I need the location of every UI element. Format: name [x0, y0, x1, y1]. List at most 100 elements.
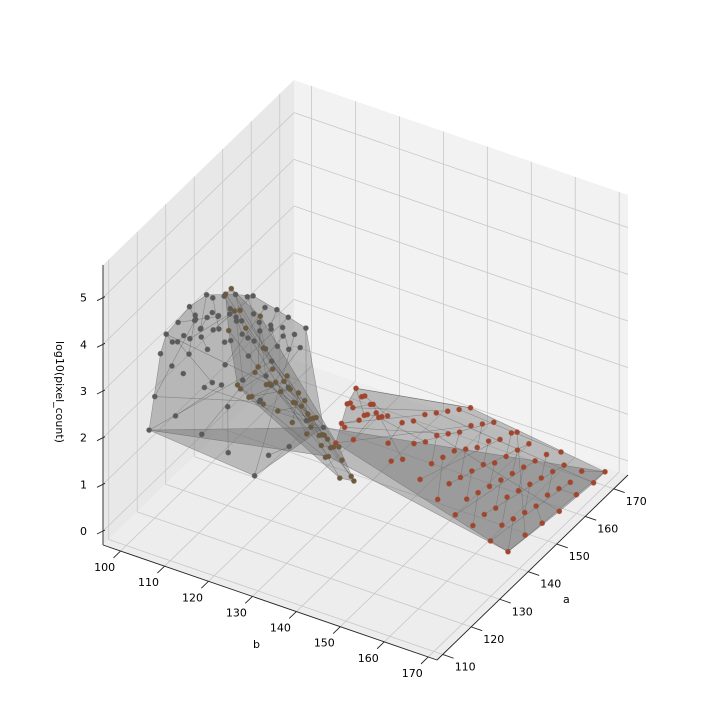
x-tick-label: 140 [540, 578, 561, 591]
data-point [475, 445, 480, 450]
x-tick-label: 110 [455, 660, 476, 673]
data-point [205, 315, 210, 320]
data-point [500, 523, 505, 528]
data-point [305, 412, 310, 417]
data-point [317, 433, 322, 438]
x-tick-label: 170 [626, 495, 647, 508]
z-tick-label: 1 [80, 478, 87, 491]
data-point [351, 437, 356, 442]
data-point [173, 414, 178, 419]
y-tick [289, 612, 296, 619]
data-point [286, 315, 291, 320]
data-point [506, 549, 511, 554]
data-point [181, 371, 186, 376]
data-point [269, 327, 274, 332]
data-point [559, 450, 564, 455]
data-point [340, 458, 345, 463]
data-point [521, 465, 526, 470]
data-point [275, 409, 280, 414]
data-point [304, 432, 309, 437]
z-tick-label: 4 [80, 338, 87, 351]
y-tick-label: 110 [138, 576, 159, 589]
data-point [229, 286, 234, 291]
x-tick-label: 120 [483, 633, 504, 646]
data-point [252, 339, 257, 344]
data-point [352, 479, 357, 484]
z-tick-label: 3 [80, 385, 87, 398]
data-point [245, 294, 250, 299]
data-point [544, 452, 549, 457]
y-tick-label: 150 [314, 637, 335, 650]
data-point [557, 509, 562, 514]
y-tick [333, 627, 340, 634]
data-point [333, 441, 338, 446]
data-point [579, 469, 584, 474]
data-point [509, 431, 514, 436]
data-point [226, 450, 231, 455]
data-point [264, 382, 269, 387]
data-point [441, 455, 446, 460]
data-point [296, 391, 301, 396]
data-point [275, 307, 280, 312]
data-point [252, 473, 257, 478]
data-point [223, 362, 228, 367]
data-point [270, 367, 275, 372]
data-point [486, 439, 491, 444]
data-point [522, 510, 527, 515]
data-point [205, 347, 210, 352]
data-point [243, 326, 248, 331]
data-point [446, 431, 451, 436]
data-point [354, 386, 359, 391]
data-point [523, 533, 528, 538]
data-point [412, 441, 417, 446]
data-point [562, 463, 567, 468]
data-point [240, 378, 245, 383]
data-point [452, 449, 457, 454]
data-point [351, 405, 356, 410]
data-point [550, 469, 555, 474]
data-point [233, 292, 238, 297]
x-tick [500, 599, 511, 603]
data-point [435, 497, 440, 502]
data-point [256, 365, 261, 370]
data-point [469, 423, 474, 428]
data-point [158, 351, 163, 356]
data-point [557, 486, 562, 491]
data-point [498, 437, 503, 442]
data-point [568, 480, 573, 485]
data-point [176, 320, 181, 325]
data-point [470, 469, 475, 474]
data-point [453, 512, 458, 517]
data-point [290, 420, 295, 425]
data-point [251, 312, 256, 317]
data-point [246, 336, 251, 341]
y-tick [377, 642, 384, 649]
data-point [275, 344, 280, 349]
data-point [281, 334, 286, 339]
data-point [187, 304, 192, 309]
data-point [298, 345, 303, 350]
z-axis-label: log10(pixel_count) [53, 341, 66, 443]
data-point [492, 461, 497, 466]
data-point [457, 430, 462, 435]
data-point [487, 484, 492, 489]
y-tick [201, 581, 208, 588]
data-point [269, 359, 274, 364]
data-point [217, 327, 222, 332]
y-tick-label: 100 [94, 561, 115, 574]
data-point [232, 309, 237, 314]
z-tick-label: 2 [80, 432, 87, 445]
x-tick [585, 516, 596, 520]
data-point [223, 292, 228, 297]
data-point [219, 383, 224, 388]
data-point [423, 412, 428, 417]
data-point [299, 404, 304, 409]
data-point [211, 328, 216, 333]
data-point [302, 398, 307, 403]
data-point [187, 352, 192, 357]
data-point [322, 433, 327, 438]
x-tick [528, 572, 539, 576]
data-point [280, 325, 285, 330]
data-point [216, 313, 221, 318]
